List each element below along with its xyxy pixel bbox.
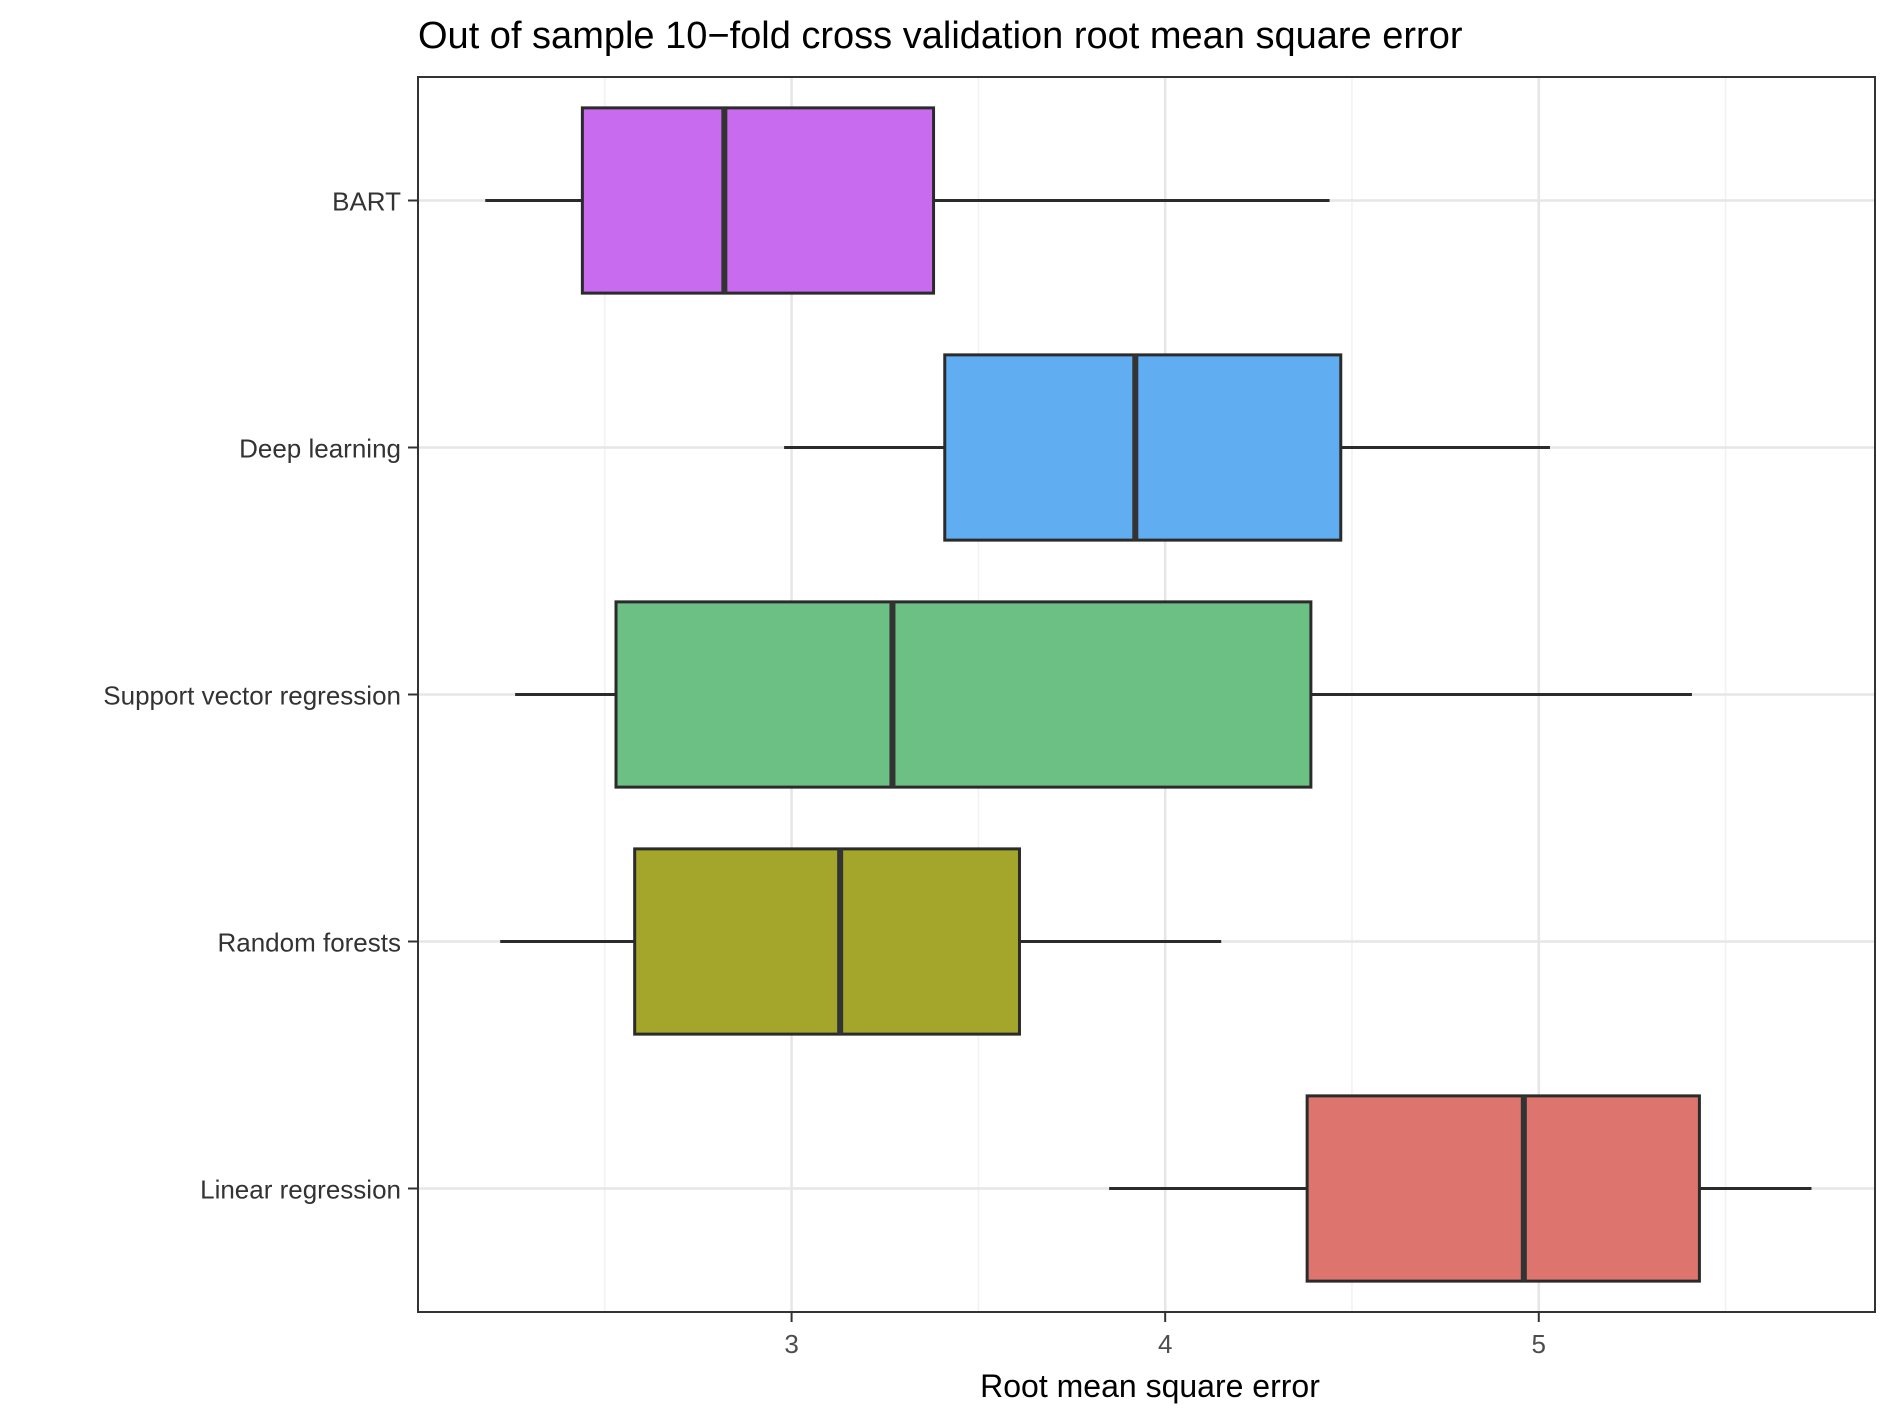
box-deep-learning (943, 353, 1343, 542)
x-tick-label: 5 (1532, 1329, 1546, 1359)
box-support-vector-regression (614, 600, 1313, 789)
y-tick-label: Deep learning (239, 434, 401, 464)
x-axis-label: Root mean square error (980, 1368, 1320, 1404)
x-tick-label: 3 (784, 1329, 798, 1359)
y-tick-label: Random forests (217, 928, 401, 958)
y-tick-label: Support vector regression (103, 681, 401, 711)
chart-title: Out of sample 10−fold cross validation r… (418, 15, 1463, 57)
box-bart (580, 106, 936, 295)
y-tick-label: BART (332, 187, 401, 217)
box-random-forests (633, 847, 1021, 1036)
box-linear-regression (1305, 1094, 1701, 1283)
x-tick-label: 4 (1158, 1329, 1172, 1359)
y-tick-label: Linear regression (200, 1175, 401, 1205)
